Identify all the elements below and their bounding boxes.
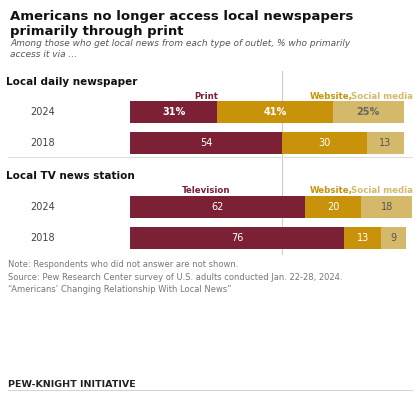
Text: 31%: 31%: [162, 107, 185, 117]
Bar: [130, 196, 305, 218]
Text: Americans no longer access local newspapers
primarily through print: Americans no longer access local newspap…: [10, 10, 353, 38]
Text: Print: Print: [194, 92, 218, 101]
Text: 62: 62: [211, 202, 223, 212]
Text: Website,
app or email: Website, app or email: [301, 186, 362, 205]
Text: PEW-KNIGHT INITIATIVE: PEW-KNIGHT INITIATIVE: [8, 380, 136, 389]
Text: 76: 76: [231, 233, 243, 243]
Text: Social media
posts: Social media posts: [351, 92, 413, 111]
Text: Television: Television: [182, 186, 231, 195]
Text: 2024: 2024: [30, 202, 55, 212]
Bar: [305, 196, 361, 218]
Bar: [333, 101, 404, 123]
Bar: [344, 227, 381, 249]
Text: 30: 30: [318, 138, 331, 148]
Text: 13: 13: [379, 138, 391, 148]
Text: 2024: 2024: [30, 107, 55, 117]
Text: Among those who get local news from each type of outlet, % who primarily
access : Among those who get local news from each…: [10, 39, 350, 59]
Text: Local TV news station: Local TV news station: [6, 171, 135, 181]
Bar: [282, 132, 367, 154]
Text: 13: 13: [357, 233, 369, 243]
Bar: [381, 227, 407, 249]
Bar: [361, 196, 412, 218]
Text: 2018: 2018: [30, 138, 55, 148]
Text: 41%: 41%: [264, 107, 287, 117]
Text: Social media
posts: Social media posts: [351, 186, 413, 205]
Bar: [130, 101, 218, 123]
Text: Website,
app or email: Website, app or email: [301, 92, 362, 111]
Text: 25%: 25%: [357, 107, 380, 117]
Text: 54: 54: [200, 138, 213, 148]
Bar: [130, 132, 282, 154]
Bar: [130, 227, 344, 249]
Bar: [218, 101, 333, 123]
Text: Local daily newspaper: Local daily newspaper: [6, 77, 137, 87]
Text: 2018: 2018: [30, 233, 55, 243]
Bar: [367, 132, 404, 154]
Text: 9: 9: [391, 233, 397, 243]
Text: 18: 18: [381, 202, 393, 212]
Text: Note: Respondents who did not answer are not shown.
Source: Pew Research Center : Note: Respondents who did not answer are…: [8, 260, 342, 294]
Text: 20: 20: [327, 202, 339, 212]
